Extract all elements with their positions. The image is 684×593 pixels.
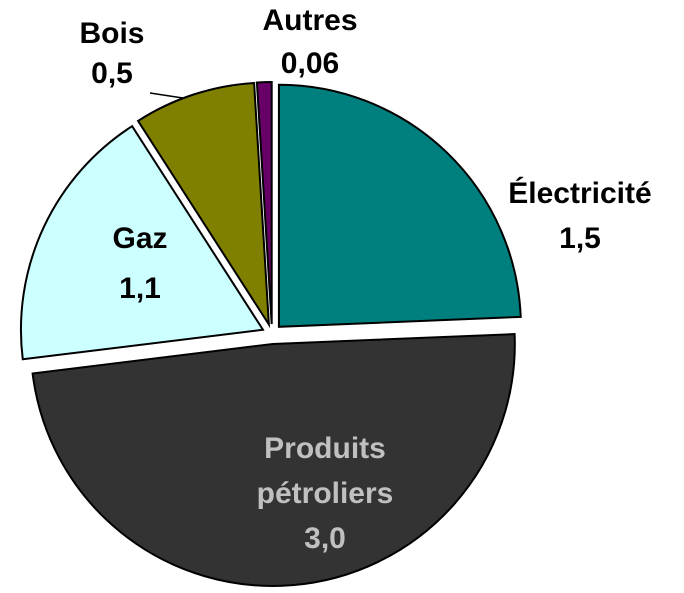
value-label: 1,5 (559, 222, 601, 255)
value-label: 3,0 (304, 522, 346, 555)
slice-label: Autres (262, 4, 357, 37)
slice (136, 81, 271, 329)
slice (255, 81, 273, 325)
slice-label: Bois (79, 17, 144, 50)
label-line: Produits (264, 432, 386, 465)
slice-label: Gaz (112, 222, 167, 255)
slice-label: Électricité (508, 176, 651, 210)
value-label: 1,1 (119, 272, 161, 305)
label-line: pétroliers (257, 477, 394, 510)
value-label: 0,5 (91, 57, 133, 90)
slice (31, 333, 516, 587)
slice (19, 124, 265, 361)
slice (277, 83, 522, 328)
value-label: 0,06 (281, 47, 339, 80)
slice-label: Produits pétroliers (257, 432, 394, 510)
